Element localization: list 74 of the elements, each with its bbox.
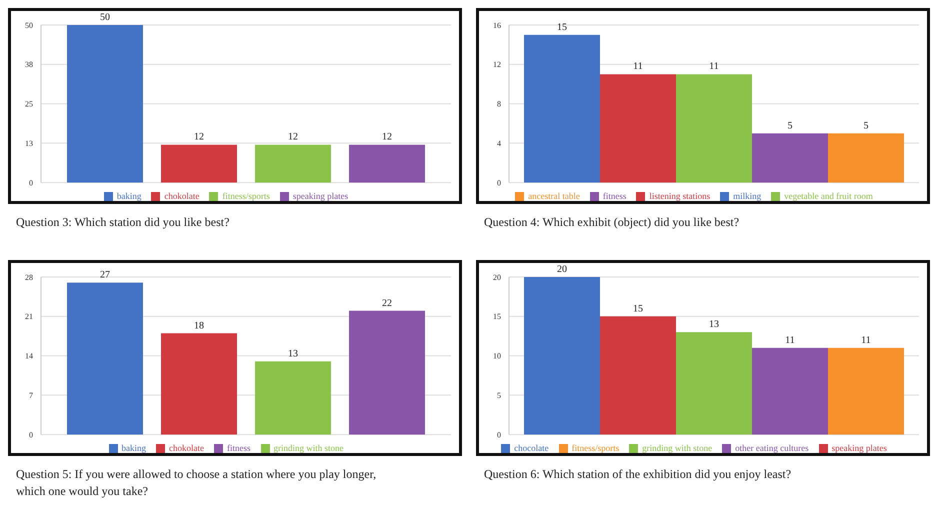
data-label: 12 xyxy=(288,132,298,143)
data-label: 13 xyxy=(709,319,719,330)
bar xyxy=(676,332,752,435)
y-tick-label: 14 xyxy=(25,352,33,361)
legend-label: listening stations xyxy=(649,190,710,201)
bar xyxy=(600,316,676,435)
y-tick-label: 12 xyxy=(493,60,501,70)
y-tick-label: 16 xyxy=(493,20,501,30)
text: Question 4: Which exhibit (object) did you like best? xyxy=(484,214,740,231)
data-label: 11 xyxy=(785,334,795,346)
y-tick-label: 4 xyxy=(497,139,501,148)
legend-label: ancestral table xyxy=(528,190,580,201)
text: Question 6: Which station of the exhibition did you enjoy least? xyxy=(484,466,792,483)
data-label: 11 xyxy=(861,334,871,346)
y-tick-label: 13 xyxy=(25,139,33,148)
data-label: 50 xyxy=(100,12,110,23)
data-label: 12 xyxy=(382,132,392,143)
data-label: 5 xyxy=(864,120,868,132)
legend-label: speaking plates xyxy=(292,190,348,201)
y-tick-label: 0 xyxy=(29,430,33,440)
bar xyxy=(524,34,600,183)
legend-label: milking xyxy=(733,190,762,201)
legend-label: fitness xyxy=(602,190,626,201)
data-label: 12 xyxy=(194,132,204,143)
text: Question 3: Which station did you like best? xyxy=(16,214,230,231)
data-label: 11 xyxy=(709,61,719,72)
y-tick-label: 15 xyxy=(493,312,501,322)
legend-label: grinding with stone xyxy=(642,442,712,453)
data-label: 13 xyxy=(288,348,298,360)
y-tick-label: 0 xyxy=(497,178,501,188)
y-tick-label: 7 xyxy=(29,391,33,400)
data-label: 15 xyxy=(633,303,643,314)
legend-label: chocolate xyxy=(514,442,549,453)
bar xyxy=(676,74,752,183)
legend-label: fitness xyxy=(227,442,250,453)
y-tick-label: 10 xyxy=(493,352,501,361)
y-tick-label: 28 xyxy=(25,272,33,282)
data-label: 22 xyxy=(382,298,392,309)
text: Question 5: If you were allowed to choose a station where you play longer, which one would you take? xyxy=(16,466,378,500)
bar xyxy=(255,361,331,435)
bar xyxy=(524,277,600,435)
bar xyxy=(67,282,143,435)
data-label: 18 xyxy=(194,320,204,332)
legend-label: vegetable and fruit room xyxy=(784,190,873,201)
legend-label: other eating cultures xyxy=(735,442,809,453)
y-tick-label: 21 xyxy=(25,312,33,322)
bar xyxy=(161,333,237,435)
legend-label: fitness/sports xyxy=(572,442,620,453)
data-label: 11 xyxy=(633,61,643,72)
bar xyxy=(752,133,828,183)
data-label: 20 xyxy=(557,264,567,275)
legend-label: fitness/sports xyxy=(222,190,270,201)
legend-label: chokolate xyxy=(164,190,200,201)
legend-label: baking xyxy=(122,442,146,453)
legend-label: baking xyxy=(116,190,142,201)
data-label: 15 xyxy=(557,22,567,33)
bar xyxy=(828,133,904,183)
bar xyxy=(600,74,676,183)
y-tick-label: 8 xyxy=(497,100,501,109)
y-tick-label: 0 xyxy=(497,430,501,440)
bar xyxy=(752,348,828,435)
y-tick-label: 5 xyxy=(497,391,501,400)
y-tick-label: 25 xyxy=(25,100,33,109)
y-tick-label: 20 xyxy=(493,272,501,282)
legend-label: chokolate xyxy=(169,442,204,453)
bar xyxy=(349,310,425,435)
y-tick-label: 38 xyxy=(25,60,33,70)
legend-label: grinding with stone xyxy=(274,442,344,453)
legend-label: speaking plates xyxy=(832,442,887,453)
data-label: 27 xyxy=(100,270,110,281)
bar xyxy=(828,348,904,435)
data-label: 5 xyxy=(788,120,792,132)
y-tick-label: 0 xyxy=(29,178,33,188)
y-tick-label: 50 xyxy=(25,20,33,30)
